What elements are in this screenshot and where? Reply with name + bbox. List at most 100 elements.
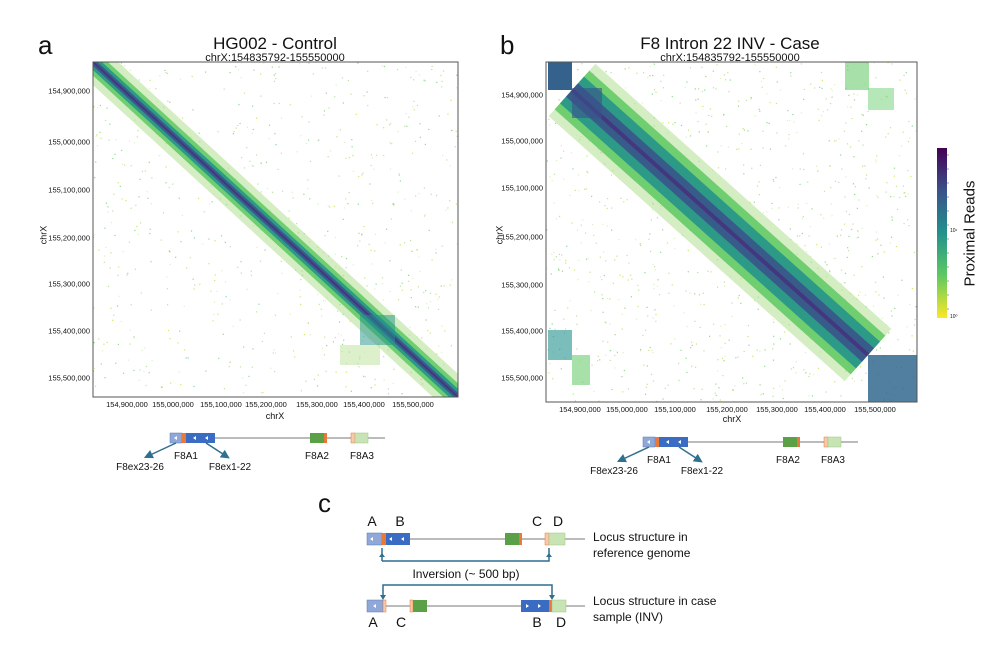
- contact-speck: [442, 154, 444, 157]
- contact-speck: [109, 123, 111, 125]
- contact-speck: [438, 115, 440, 117]
- contact-speck: [307, 179, 309, 181]
- contact-speck: [750, 96, 752, 99]
- contact-speck: [272, 352, 274, 354]
- contact-speck: [587, 171, 589, 174]
- contact-speck: [609, 298, 611, 300]
- x-tick-label: 155,500,000: [392, 400, 434, 409]
- contact-speck: [560, 157, 562, 159]
- contact-speck: [106, 341, 108, 344]
- contact-speck: [300, 390, 302, 392]
- contact-speck: [687, 129, 690, 131]
- contact-speck: [265, 161, 268, 163]
- contact-speck: [758, 108, 760, 110]
- contact-speck: [852, 183, 855, 185]
- contact-speck: [647, 315, 649, 317]
- contact-speck: [702, 292, 704, 294]
- contact-speck: [398, 174, 401, 176]
- contact-speck: [383, 355, 385, 358]
- colorbar: [937, 148, 947, 318]
- panel-letter-c: c: [318, 488, 331, 518]
- contact-speck: [275, 143, 277, 146]
- contact-speck: [651, 93, 654, 95]
- contact-speck: [915, 130, 917, 132]
- contact-speck: [618, 299, 620, 301]
- contact-speck: [656, 217, 659, 219]
- contact-speck: [367, 104, 369, 107]
- contact-speck: [596, 360, 599, 362]
- contact-speck: [910, 175, 912, 178]
- contact-speck: [738, 148, 740, 150]
- contact-speck: [836, 235, 838, 237]
- contact-speck: [549, 327, 551, 329]
- contact-speck: [640, 244, 642, 247]
- segment-B-orange: [549, 600, 552, 612]
- contact-speck: [324, 300, 327, 302]
- contact-speck: [890, 310, 892, 312]
- contact-speck: [401, 282, 403, 284]
- contact-speck: [772, 395, 774, 397]
- contact-speck: [717, 167, 720, 169]
- contact-speck: [238, 104, 240, 106]
- contact-speck: [307, 187, 309, 190]
- contact-speck: [890, 196, 892, 198]
- contact-speck: [851, 117, 853, 120]
- reference-desc-line2: reference genome: [593, 546, 691, 560]
- contact-speck: [697, 271, 699, 274]
- contact-speck: [894, 307, 896, 310]
- contact-speck: [112, 210, 114, 212]
- contact-speck: [695, 112, 697, 114]
- contact-speck: [840, 234, 842, 236]
- contact-speck: [407, 274, 410, 276]
- contact-speck: [880, 98, 883, 100]
- contact-speck: [593, 234, 595, 236]
- contact-speck: [103, 261, 105, 263]
- contact-speck: [687, 271, 689, 273]
- contact-speck: [788, 119, 791, 122]
- contact-speck: [149, 88, 151, 90]
- contact-speck: [563, 178, 565, 180]
- arrow-right-icon: [526, 604, 529, 608]
- contact-speck: [396, 68, 399, 71]
- locus-label-A: A: [367, 513, 377, 529]
- contact-speck: [850, 106, 852, 108]
- contact-speck: [911, 287, 913, 290]
- contact-speck: [318, 303, 320, 305]
- contact-speck: [430, 193, 432, 195]
- contact-speck: [352, 154, 354, 157]
- contact-speck: [552, 378, 554, 380]
- contact-speck: [907, 219, 909, 221]
- contact-speck: [299, 135, 302, 137]
- locus-label-C: C: [531, 513, 543, 529]
- contact-speck: [834, 140, 836, 142]
- colorbar-tick-mid: 10¹: [950, 228, 958, 234]
- contact-speck: [738, 294, 740, 297]
- contact-speck: [655, 320, 657, 322]
- contact-speck: [584, 232, 587, 234]
- contact-speck: [819, 86, 821, 88]
- contact-speck: [825, 391, 827, 393]
- contact-speck: [653, 309, 655, 311]
- contact-speck: [574, 189, 576, 191]
- contact-speck: [126, 274, 128, 276]
- contact-speck: [441, 80, 443, 83]
- contact-speck: [260, 392, 263, 394]
- panel-b-ylabel: chrX: [494, 225, 505, 245]
- contact-speck: [797, 203, 799, 205]
- contact-speck: [896, 208, 899, 211]
- contact-speck: [614, 334, 616, 336]
- contact-speck: [606, 207, 608, 210]
- contact-speck: [149, 228, 151, 230]
- contact-speck: [233, 131, 235, 133]
- contact-speck: [278, 102, 280, 105]
- contact-speck: [95, 135, 97, 137]
- contact-speck: [701, 90, 703, 93]
- contact-speck: [212, 320, 214, 322]
- contact-block-top-right: [845, 62, 869, 90]
- contact-speck: [795, 361, 797, 363]
- contact-speck: [104, 255, 106, 257]
- contact-speck: [376, 124, 378, 126]
- contact-speck: [410, 210, 413, 212]
- contact-speck: [671, 95, 673, 98]
- contact-block: [360, 315, 395, 345]
